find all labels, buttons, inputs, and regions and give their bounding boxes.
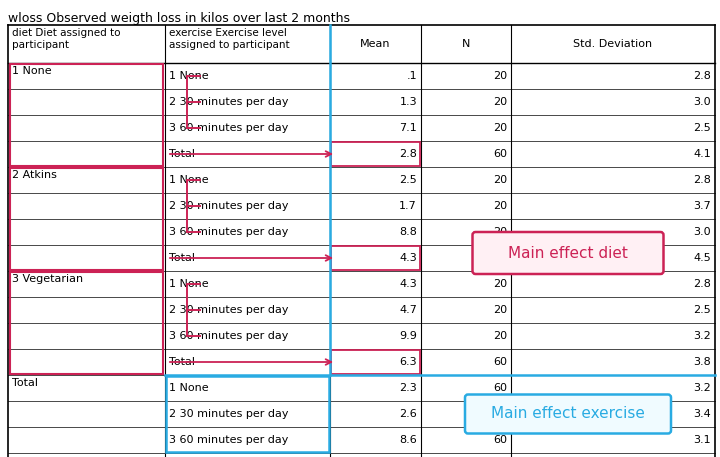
Text: 1 None: 1 None	[12, 66, 52, 76]
Bar	[331, 246, 420, 270]
Text: 2.3: 2.3	[400, 383, 417, 393]
Text: 8.8: 8.8	[399, 227, 417, 237]
Text: 3 60 minutes per day: 3 60 minutes per day	[169, 331, 289, 341]
FancyBboxPatch shape	[472, 232, 664, 274]
Text: 2 Atkins: 2 Atkins	[12, 170, 57, 180]
Text: 3.1: 3.1	[693, 435, 711, 445]
Text: 3 60 minutes per day: 3 60 minutes per day	[169, 227, 289, 237]
Text: 1.3: 1.3	[400, 97, 417, 107]
Text: 60: 60	[493, 357, 507, 367]
Text: 2.8: 2.8	[399, 149, 417, 159]
Text: Total: Total	[169, 357, 195, 367]
Text: 60: 60	[493, 383, 507, 393]
Text: Main effect exercise: Main effect exercise	[491, 406, 645, 421]
Text: 3 60 minutes per day: 3 60 minutes per day	[169, 435, 289, 445]
Text: 3 60 minutes per day: 3 60 minutes per day	[169, 123, 289, 133]
Bar	[166, 376, 329, 452]
Text: 3.7: 3.7	[693, 201, 711, 211]
Text: 3.8: 3.8	[693, 357, 711, 367]
Text: 2 30 minutes per day: 2 30 minutes per day	[169, 97, 289, 107]
Text: 20: 20	[493, 123, 507, 133]
Text: 4.1: 4.1	[693, 149, 711, 159]
Text: Total: Total	[169, 149, 195, 159]
Bar	[10, 168, 163, 270]
Text: 60: 60	[493, 253, 507, 263]
Text: 6.3: 6.3	[400, 357, 417, 367]
Text: 3.0: 3.0	[693, 97, 711, 107]
Text: Main effect diet: Main effect diet	[508, 245, 628, 260]
Text: 1.7: 1.7	[400, 201, 417, 211]
Text: 20: 20	[493, 331, 507, 341]
Text: 2 30 minutes per day: 2 30 minutes per day	[169, 305, 289, 315]
Text: 2.8: 2.8	[693, 175, 711, 185]
Text: 2.5: 2.5	[693, 123, 711, 133]
Text: .1: .1	[406, 71, 417, 81]
Text: 1 None: 1 None	[169, 71, 209, 81]
Text: 4.3: 4.3	[400, 253, 417, 263]
Bar	[10, 64, 163, 166]
Text: 7.1: 7.1	[400, 123, 417, 133]
FancyBboxPatch shape	[465, 394, 671, 434]
Text: 3.4: 3.4	[693, 409, 711, 419]
Text: 1 None: 1 None	[169, 383, 209, 393]
Text: N: N	[462, 39, 470, 49]
Text: 4.7: 4.7	[399, 305, 417, 315]
Text: 20: 20	[493, 71, 507, 81]
Text: 60: 60	[493, 409, 507, 419]
Text: 2.5: 2.5	[693, 305, 711, 315]
Text: 60: 60	[493, 435, 507, 445]
Text: Std. Deviation: Std. Deviation	[573, 39, 652, 49]
Text: 20: 20	[493, 175, 507, 185]
Text: 4.3: 4.3	[400, 279, 417, 289]
Text: 1 None: 1 None	[169, 175, 209, 185]
Bar	[331, 350, 420, 374]
Text: 20: 20	[493, 279, 507, 289]
Text: 20: 20	[493, 227, 507, 237]
Text: 2 30 minutes per day: 2 30 minutes per day	[169, 201, 289, 211]
Text: 2.6: 2.6	[400, 409, 417, 419]
Text: 9.9: 9.9	[399, 331, 417, 341]
Text: 20: 20	[493, 305, 507, 315]
Text: diet Diet assigned to
participant: diet Diet assigned to participant	[12, 28, 120, 50]
Bar	[10, 272, 163, 374]
Text: Total: Total	[169, 253, 195, 263]
Bar	[331, 142, 420, 166]
Text: 2 30 minutes per day: 2 30 minutes per day	[169, 409, 289, 419]
Text: 8.6: 8.6	[400, 435, 417, 445]
Text: Total: Total	[12, 378, 38, 388]
Text: 3 Vegetarian: 3 Vegetarian	[12, 274, 83, 284]
Text: 3.0: 3.0	[693, 227, 711, 237]
Text: exercise Exercise level
assigned to participant: exercise Exercise level assigned to part…	[169, 28, 289, 50]
Text: wloss Observed weigth loss in kilos over last 2 months: wloss Observed weigth loss in kilos over…	[8, 12, 350, 25]
Text: 20: 20	[493, 201, 507, 211]
Text: 3.2: 3.2	[693, 383, 711, 393]
Text: 1 None: 1 None	[169, 279, 209, 289]
Text: 4.5: 4.5	[693, 253, 711, 263]
Text: 2.5: 2.5	[400, 175, 417, 185]
Text: 60: 60	[493, 149, 507, 159]
Text: 20: 20	[493, 97, 507, 107]
Text: 3.2: 3.2	[693, 331, 711, 341]
Text: 2.8: 2.8	[693, 71, 711, 81]
Text: Mean: Mean	[360, 39, 391, 49]
Text: 2.8: 2.8	[693, 279, 711, 289]
